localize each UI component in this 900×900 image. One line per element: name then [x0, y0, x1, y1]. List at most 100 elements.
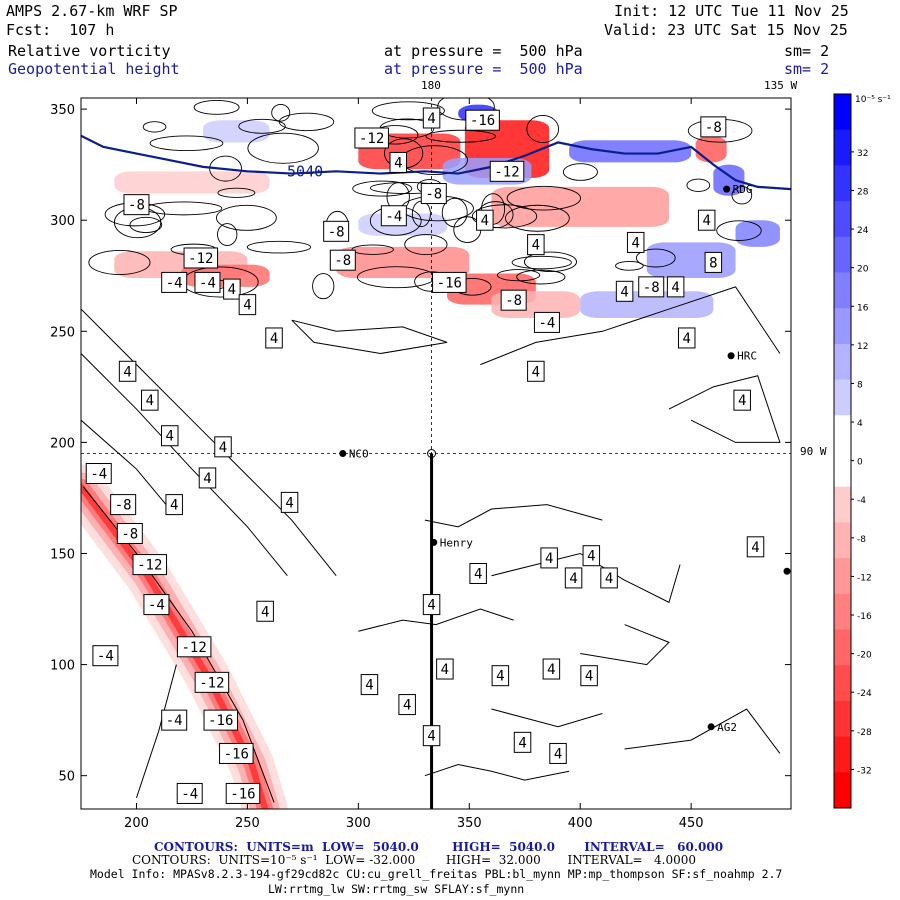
shade-patch	[203, 120, 270, 143]
colorbar-segment	[834, 700, 851, 738]
contour-loop	[635, 248, 676, 268]
contour-label-text: 4	[365, 678, 373, 694]
contour-label-text: -4	[199, 275, 216, 291]
contour-label-text: 4	[585, 669, 593, 685]
contour-label-text: 4	[474, 566, 482, 582]
contour-label-text: 4	[671, 280, 679, 296]
contour-label-box	[223, 278, 241, 300]
contour-label: -4	[194, 271, 221, 293]
contour-label-text: -12	[494, 164, 519, 180]
contour-label-text: -8	[334, 253, 351, 269]
contour-loop	[511, 255, 572, 270]
contour-label-text: -8	[328, 224, 345, 240]
shade-patch	[491, 186, 669, 227]
contour-label-box	[513, 731, 532, 753]
colorbar-segment	[834, 522, 851, 559]
colorbar-segment	[834, 772, 851, 809]
contour-label-text: -16	[208, 713, 233, 729]
contour-label-box	[354, 127, 389, 149]
contour-loop	[351, 244, 394, 255]
contour-label: 4	[491, 665, 510, 687]
contour-label: 4	[549, 742, 567, 764]
geopotential-5040-line	[81, 134, 791, 191]
field2-level: at pressure = 500 hPa	[384, 60, 583, 78]
contour-line	[480, 286, 781, 366]
contour-label: 4	[542, 658, 561, 680]
contour-label: 4	[141, 389, 159, 411]
colorbar-segment	[834, 379, 851, 416]
contour-label-text: 4	[261, 604, 269, 620]
contour-loop	[149, 135, 224, 152]
vort-contours-high: HIGH= 32.000	[445, 853, 541, 867]
geo-contours-interval: INTERVAL= 60.000	[584, 840, 724, 854]
station-label: AG2	[717, 721, 737, 734]
contour-label-text: 4	[203, 471, 211, 487]
field2-smooth: sm= 2	[784, 60, 830, 78]
contour-label-box	[465, 109, 500, 131]
contour-label: 8	[704, 251, 723, 273]
contour-label: -16	[465, 109, 500, 131]
contour-label-text: 4	[427, 598, 435, 614]
vort-contours-low: LOW= -32.000	[325, 853, 416, 867]
valid-time: Valid: 23 UTC Sat 15 Nov 25	[604, 21, 848, 39]
colorbar-segment	[834, 629, 851, 666]
contour-line	[291, 319, 448, 355]
contour-line	[358, 608, 514, 632]
contour-label-box	[704, 251, 723, 273]
field2-name: Geopotential height	[8, 60, 180, 78]
contour-label: -12	[176, 636, 212, 658]
contour-loop	[278, 112, 335, 132]
colorbar-tick-label: -8	[857, 535, 866, 545]
y-tick-label: 200	[50, 436, 75, 451]
contour-label: 4	[666, 276, 685, 298]
contour-label-box	[380, 205, 407, 227]
contour-label-text: -12	[199, 675, 224, 691]
contour-loop	[144, 201, 223, 216]
contour-label: -12	[489, 160, 525, 182]
contour-label: 4	[161, 425, 179, 447]
geo-contours-units: UNITS=m	[246, 840, 314, 854]
x-tick-label: 350	[457, 816, 482, 831]
colorbar-tick-label: -24	[857, 689, 872, 699]
contour-label-text: 4	[554, 746, 562, 762]
contour-label: 4	[198, 467, 217, 489]
contour-label: -4	[92, 645, 119, 667]
contour-label-box	[92, 645, 119, 667]
contour-label: 4	[582, 545, 601, 567]
shade-patch	[569, 140, 692, 163]
contour-label-box	[700, 116, 727, 138]
contour-label-text: -8	[505, 293, 522, 309]
contour-label-text: -16	[470, 113, 495, 129]
contour-label-box	[527, 360, 545, 382]
contour-label: 4	[280, 491, 299, 513]
contour-loop	[716, 220, 762, 241]
y-tick-label: 50	[58, 770, 75, 785]
contour-label-box	[203, 709, 239, 731]
contour-label: -12	[194, 671, 230, 693]
colorbar-tick-label: -20	[857, 651, 872, 661]
colorbar-segment	[834, 665, 851, 702]
contour-label: 4	[436, 658, 454, 680]
contour-label-text: 8	[709, 255, 717, 271]
station-marker-edge	[783, 567, 791, 575]
contour-label-box	[360, 674, 379, 696]
contour-label-text: 4	[427, 111, 435, 127]
colorbar-segment	[834, 308, 851, 345]
contour-line	[424, 504, 603, 528]
colorbar-tick-label: -32	[857, 766, 872, 776]
contour-label-box	[214, 436, 232, 458]
footer-geo-contours: CONTOURS: UNITS=m LOW= 5040.0 HIGH= 5040…	[154, 840, 723, 854]
contour-loop	[686, 178, 711, 192]
reference-lines	[81, 98, 791, 809]
contour-label-text: 4	[702, 213, 710, 229]
contour-label-box	[580, 665, 598, 687]
contour-label-box	[420, 183, 447, 205]
contour-loop	[562, 163, 598, 181]
colorbar-segment	[834, 272, 851, 309]
contour-label-text: 4	[545, 551, 553, 567]
contour-label: 4	[513, 731, 532, 753]
contour-label: 4	[600, 567, 618, 589]
contour-label: 4	[564, 567, 583, 589]
contour-label-text: 4	[751, 540, 759, 556]
contour-label: 4	[422, 725, 441, 747]
